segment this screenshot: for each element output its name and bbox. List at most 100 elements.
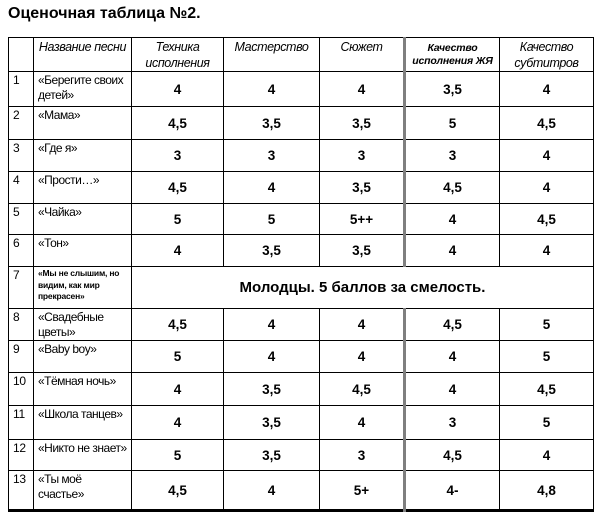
row-number-cell: 6 (8, 234, 34, 268)
score-cell: 4 (131, 405, 224, 441)
score-cell: 4,8 (499, 470, 594, 512)
row-number-cell: 10 (8, 372, 34, 407)
score-cell: 4 (499, 439, 594, 472)
score-cell: 3 (319, 439, 405, 472)
score-cell: 3,5 (223, 372, 320, 407)
score-cell: 4,5 (403, 308, 500, 342)
table-row: 2 «Мама» 4,5 3,5 3,5 5 4,5 (8, 106, 594, 141)
score-cell: 5+ (319, 470, 405, 512)
header-cell: Техника исполнения (131, 36, 224, 73)
header-row: Название песни Техника исполнения Мастерст… (8, 36, 594, 73)
score-cell: 4,5 (403, 171, 500, 205)
score-cell: 4,5 (499, 203, 594, 236)
header-cell: Название песни (33, 36, 132, 73)
table-row: 7 «Мы не слышим, но видим, как мир прекра… (8, 266, 594, 310)
song-name-cell: «Берегите своих детей» (33, 71, 132, 108)
score-cell: 4 (223, 340, 320, 374)
table-row: 9 «Baby boy» 5 4 4 4 5 (8, 340, 594, 374)
score-cell: 3 (223, 139, 320, 173)
score-cell: 5 (131, 203, 224, 236)
table-row: 6 «Тон» 4 3,5 3,5 4 4 (8, 234, 594, 268)
score-cell: 5 (131, 439, 224, 472)
table-row: 10 «Тёмная ночь» 4 3,5 4,5 4 4,5 (8, 372, 594, 407)
score-cell: 4 (499, 139, 594, 173)
score-cell: 3 (131, 139, 224, 173)
row-number-cell: 3 (8, 139, 34, 173)
score-cell: 4 (223, 308, 320, 342)
row-number-cell: 4 (8, 171, 34, 205)
score-cell: 3,5 (403, 71, 500, 108)
score-cell: 4 (319, 71, 405, 108)
table-row: 11 «Школа танцев» 4 3,5 4 3 5 (8, 405, 594, 441)
score-cell: 4 (403, 340, 500, 374)
score-cell: 4 (499, 71, 594, 108)
score-cell: 5 (223, 203, 320, 236)
score-cell: 4,5 (499, 372, 594, 407)
score-cell: 4 (223, 470, 320, 512)
row-number-cell: 13 (8, 470, 34, 512)
score-cell: 5 (499, 405, 594, 441)
score-cell: 3 (319, 139, 405, 173)
score-cell: 4,5 (131, 308, 224, 342)
page-title: Оценочная таблица №2. (8, 5, 201, 22)
merged-note-cell: Молодцы. 5 баллов за смелость. (131, 266, 594, 310)
song-name-cell: «Тон» (33, 234, 132, 268)
score-cell: 4,5 (319, 372, 405, 407)
table-row: 13 «Ты моё счастье» 4,5 4 5+ 4- 4,8 (8, 470, 594, 512)
header-cell: Качество исполнения ЖЯ (403, 36, 500, 73)
score-cell: 4 (319, 308, 405, 342)
table-row: 8 «Свадебные цветы» 4,5 4 4 4,5 5 (8, 308, 594, 342)
table-row: 4 «Прости…» 4,5 4 3,5 4,5 4 (8, 171, 594, 205)
row-number-cell: 7 (8, 266, 34, 310)
score-cell: 4,5 (131, 470, 224, 512)
score-cell: 4 (499, 234, 594, 268)
score-cell: 4 (319, 340, 405, 374)
row-number-cell: 5 (8, 203, 34, 236)
score-cell: 4 (403, 203, 500, 236)
score-cell: 4- (403, 470, 500, 512)
grade-table: Название песни Техника исполнения Мастерст… (8, 36, 594, 513)
table-body: 1 «Берегите своих детей» 4 4 4 3,5 4 2 «Мама» 4,5… (8, 71, 594, 512)
score-cell: 4 (131, 234, 224, 268)
song-name-cell: «Свадебные цветы» (33, 308, 132, 342)
row-number-cell: 12 (8, 439, 34, 472)
score-cell: 4,5 (499, 106, 594, 141)
song-name-cell: «Тёмная ночь» (33, 372, 132, 407)
score-cell: 3,5 (319, 171, 405, 205)
song-name-cell: «Школа танцев» (33, 405, 132, 441)
row-number-cell: 11 (8, 405, 34, 441)
table-row: 3 «Где я» 3 3 3 3 4 (8, 139, 594, 173)
score-cell: 3,5 (223, 106, 320, 141)
score-cell: 4 (403, 234, 500, 268)
row-number-cell: 8 (8, 308, 34, 342)
score-cell: 5 (499, 340, 594, 374)
row-number-cell: 9 (8, 340, 34, 374)
score-cell: 3,5 (319, 106, 405, 141)
song-name-cell: «Мама» (33, 106, 132, 141)
score-cell: 4 (403, 372, 500, 407)
score-cell: 5 (131, 340, 224, 374)
header-cell: Мастерство (223, 36, 320, 73)
song-name-cell: «Никто не знает» (33, 439, 132, 472)
score-cell: 4 (131, 71, 224, 108)
song-name-cell: «Прости…» (33, 171, 132, 205)
score-cell: 4 (223, 171, 320, 205)
song-name-cell: «Ты моё счастье» (33, 470, 132, 512)
score-cell: 4 (499, 171, 594, 205)
header-cell: Сюжет (319, 36, 405, 73)
song-name-cell: «Baby boy» (33, 340, 132, 374)
table-row: 5 «Чайка» 5 5 5++ 4 4,5 (8, 203, 594, 236)
table-row: 12 «Никто не знает» 5 3,5 3 4,5 4 (8, 439, 594, 472)
row-number-cell: 1 (8, 71, 34, 108)
score-cell: 3 (403, 139, 500, 173)
score-cell: 4 (131, 372, 224, 407)
score-cell: 5 (403, 106, 500, 141)
song-name-cell: «Мы не слышим, но видим, как мир прекрас… (33, 266, 132, 310)
score-cell: 4 (223, 71, 320, 108)
song-name-cell: «Где я» (33, 139, 132, 173)
score-cell: 3,5 (319, 234, 405, 268)
score-cell: 3,5 (223, 439, 320, 472)
score-cell: 4 (319, 405, 405, 441)
row-number-cell: 2 (8, 106, 34, 141)
